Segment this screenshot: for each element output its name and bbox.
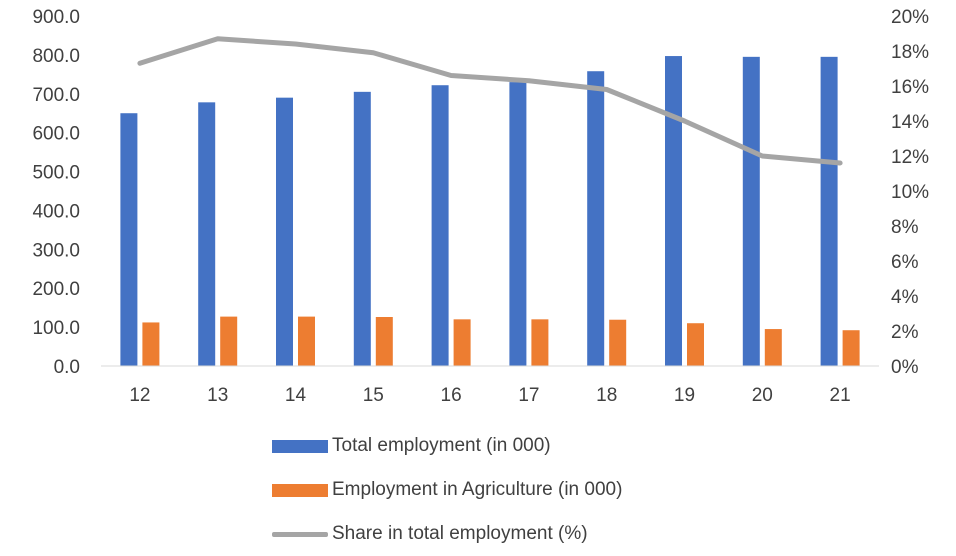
bar-agriculture-employment <box>764 329 782 366</box>
x-tick-label: 16 <box>441 385 462 406</box>
right-tick-label: 20% <box>891 7 929 28</box>
bar-agriculture-employment <box>453 319 471 366</box>
left-tick-label: 500.0 <box>32 163 80 184</box>
legend-item-agriculture: Employment in Agriculture (in 000) <box>272 468 792 512</box>
bar-agriculture-employment <box>142 322 160 366</box>
share-line-series <box>137 36 843 166</box>
legend-swatch-agriculture <box>272 483 328 497</box>
left-tick-label: 600.0 <box>32 124 80 145</box>
bar-total-employment <box>120 113 138 366</box>
x-tick-label: 20 <box>752 385 773 406</box>
legend-swatch-total <box>272 439 328 453</box>
left-tick-label: 200.0 <box>32 279 80 300</box>
bar-total-employment <box>587 71 605 366</box>
bar-total-employment <box>665 56 682 367</box>
right-tick-label: 18% <box>891 42 929 63</box>
left-tick-label: 300.0 <box>32 240 80 261</box>
left-tick-label: 800.0 <box>32 46 80 67</box>
x-tick-label: 18 <box>596 385 617 406</box>
x-tick-label: 19 <box>674 385 695 406</box>
bar-total-employment <box>198 102 216 366</box>
left-tick-label: 100.0 <box>32 318 80 339</box>
right-tick-label: 2% <box>891 322 919 343</box>
bar-agriculture-employment <box>609 319 627 366</box>
bar-agriculture-employment <box>220 316 238 366</box>
x-tick-label: 15 <box>363 385 384 406</box>
bar-agriculture-employment <box>298 316 315 366</box>
legend-label-total: Total employment (in 000) <box>332 435 551 456</box>
right-tick-label: 0% <box>891 357 919 378</box>
x-tick-label: 14 <box>285 385 307 406</box>
right-tick-label: 8% <box>891 217 919 238</box>
legend-label-share: Share in total employment (%) <box>332 523 588 544</box>
right-tick-label: 16% <box>891 77 929 98</box>
left-axis-ticks: 900.0 800.0 700.0 600.0 500.0 400.0 300.0 200.0… <box>32 7 80 378</box>
bar-agriculture-employment <box>531 319 549 366</box>
chart: 900.0800.0700.0600.0500.0400.0300.0200.0… <box>32 7 929 406</box>
x-tick-label: 13 <box>207 385 228 406</box>
x-tick-label: 17 <box>518 385 539 406</box>
bar-total-employment <box>276 97 293 367</box>
right-tick-label: 4% <box>891 287 919 308</box>
bar-total-employment <box>742 56 760 366</box>
right-tick-label: 12% <box>891 147 929 168</box>
right-tick-label: 10% <box>891 182 929 203</box>
legend-label-agriculture: Employment in Agriculture (in 000) <box>332 479 623 500</box>
right-tick-label: 6% <box>891 252 919 273</box>
legend-item-share: Share in total employment (%) <box>272 512 792 556</box>
bar-total-employment <box>509 82 527 366</box>
bar-total-employment <box>353 91 371 366</box>
right-tick-label: 14% <box>891 112 929 133</box>
right-axis-ticks: 20% 18% 16% 14% 12% 10% 8% 6% 4% 2% 0% <box>891 7 929 378</box>
legend-swatch-share <box>272 531 328 537</box>
left-tick-label: 700.0 <box>32 85 80 106</box>
x-tick-label: 12 <box>129 385 150 406</box>
bar-agriculture-employment <box>842 330 860 366</box>
x-tick-label: 21 <box>830 385 851 406</box>
bar-total-employment <box>431 85 449 366</box>
x-axis-ticks: 12 13 14 15 16 17 18 19 20 21 <box>129 385 850 406</box>
legend: Total employment (in 000) Employment in … <box>272 424 792 556</box>
left-tick-label: 0.0 <box>54 357 80 378</box>
bars <box>120 56 860 367</box>
legend-item-total: Total employment (in 000) <box>272 424 792 468</box>
bar-agriculture-employment <box>375 317 393 366</box>
left-tick-label: 900.0 <box>32 7 80 28</box>
bar-agriculture-employment <box>687 323 704 366</box>
bar-total-employment <box>820 56 838 366</box>
line-share-total-employment <box>137 36 843 166</box>
left-tick-label: 400.0 <box>32 201 80 222</box>
